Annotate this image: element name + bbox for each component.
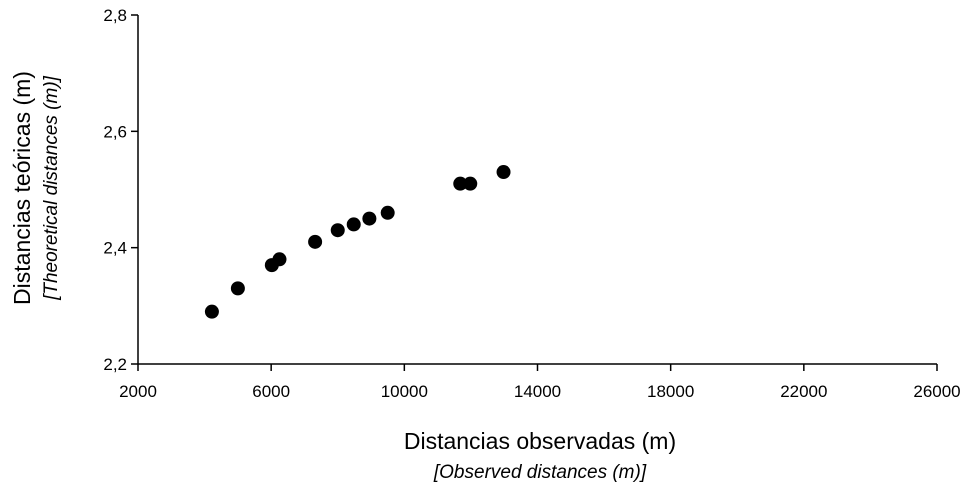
data-point <box>463 176 478 191</box>
data-point <box>346 217 361 232</box>
data-point <box>230 281 245 296</box>
data-point <box>453 176 468 191</box>
x-tick-label: 10000 <box>381 382 428 401</box>
data-points <box>204 165 511 319</box>
y-tick-label: 2,2 <box>103 355 127 374</box>
x-tick-label: 26000 <box>913 382 960 401</box>
axes <box>137 15 937 365</box>
x-tick-label: 18000 <box>647 382 694 401</box>
data-point <box>204 304 219 319</box>
x-axis-title: Distancias observadas (m) <box>404 428 676 454</box>
x-axis-subtitle: [Observed distances (m)] <box>433 462 647 483</box>
data-point <box>308 234 323 249</box>
y-axis-title: Distancias teóricas (m) <box>9 71 35 305</box>
y-tick-label: 2,4 <box>103 239 127 258</box>
data-point <box>380 205 395 220</box>
x-ticks: 2000 6000 10000 14000 18000 22000 26000 <box>119 364 961 401</box>
data-point <box>272 252 287 267</box>
y-ticks: 2,2 2,4 2,6 2,8 <box>103 6 138 374</box>
y-tick-label: 2,6 <box>103 122 127 141</box>
data-point <box>362 211 377 226</box>
x-tick-label: 14000 <box>514 382 561 401</box>
data-point <box>330 223 345 238</box>
x-tick-label: 6000 <box>252 382 290 401</box>
x-tick-label: 2000 <box>119 382 157 401</box>
data-point <box>496 165 511 180</box>
y-axis-subtitle: [Theoretical distances (m)] <box>41 75 62 301</box>
x-tick-label: 22000 <box>780 382 827 401</box>
y-tick-label: 2,8 <box>103 6 127 25</box>
